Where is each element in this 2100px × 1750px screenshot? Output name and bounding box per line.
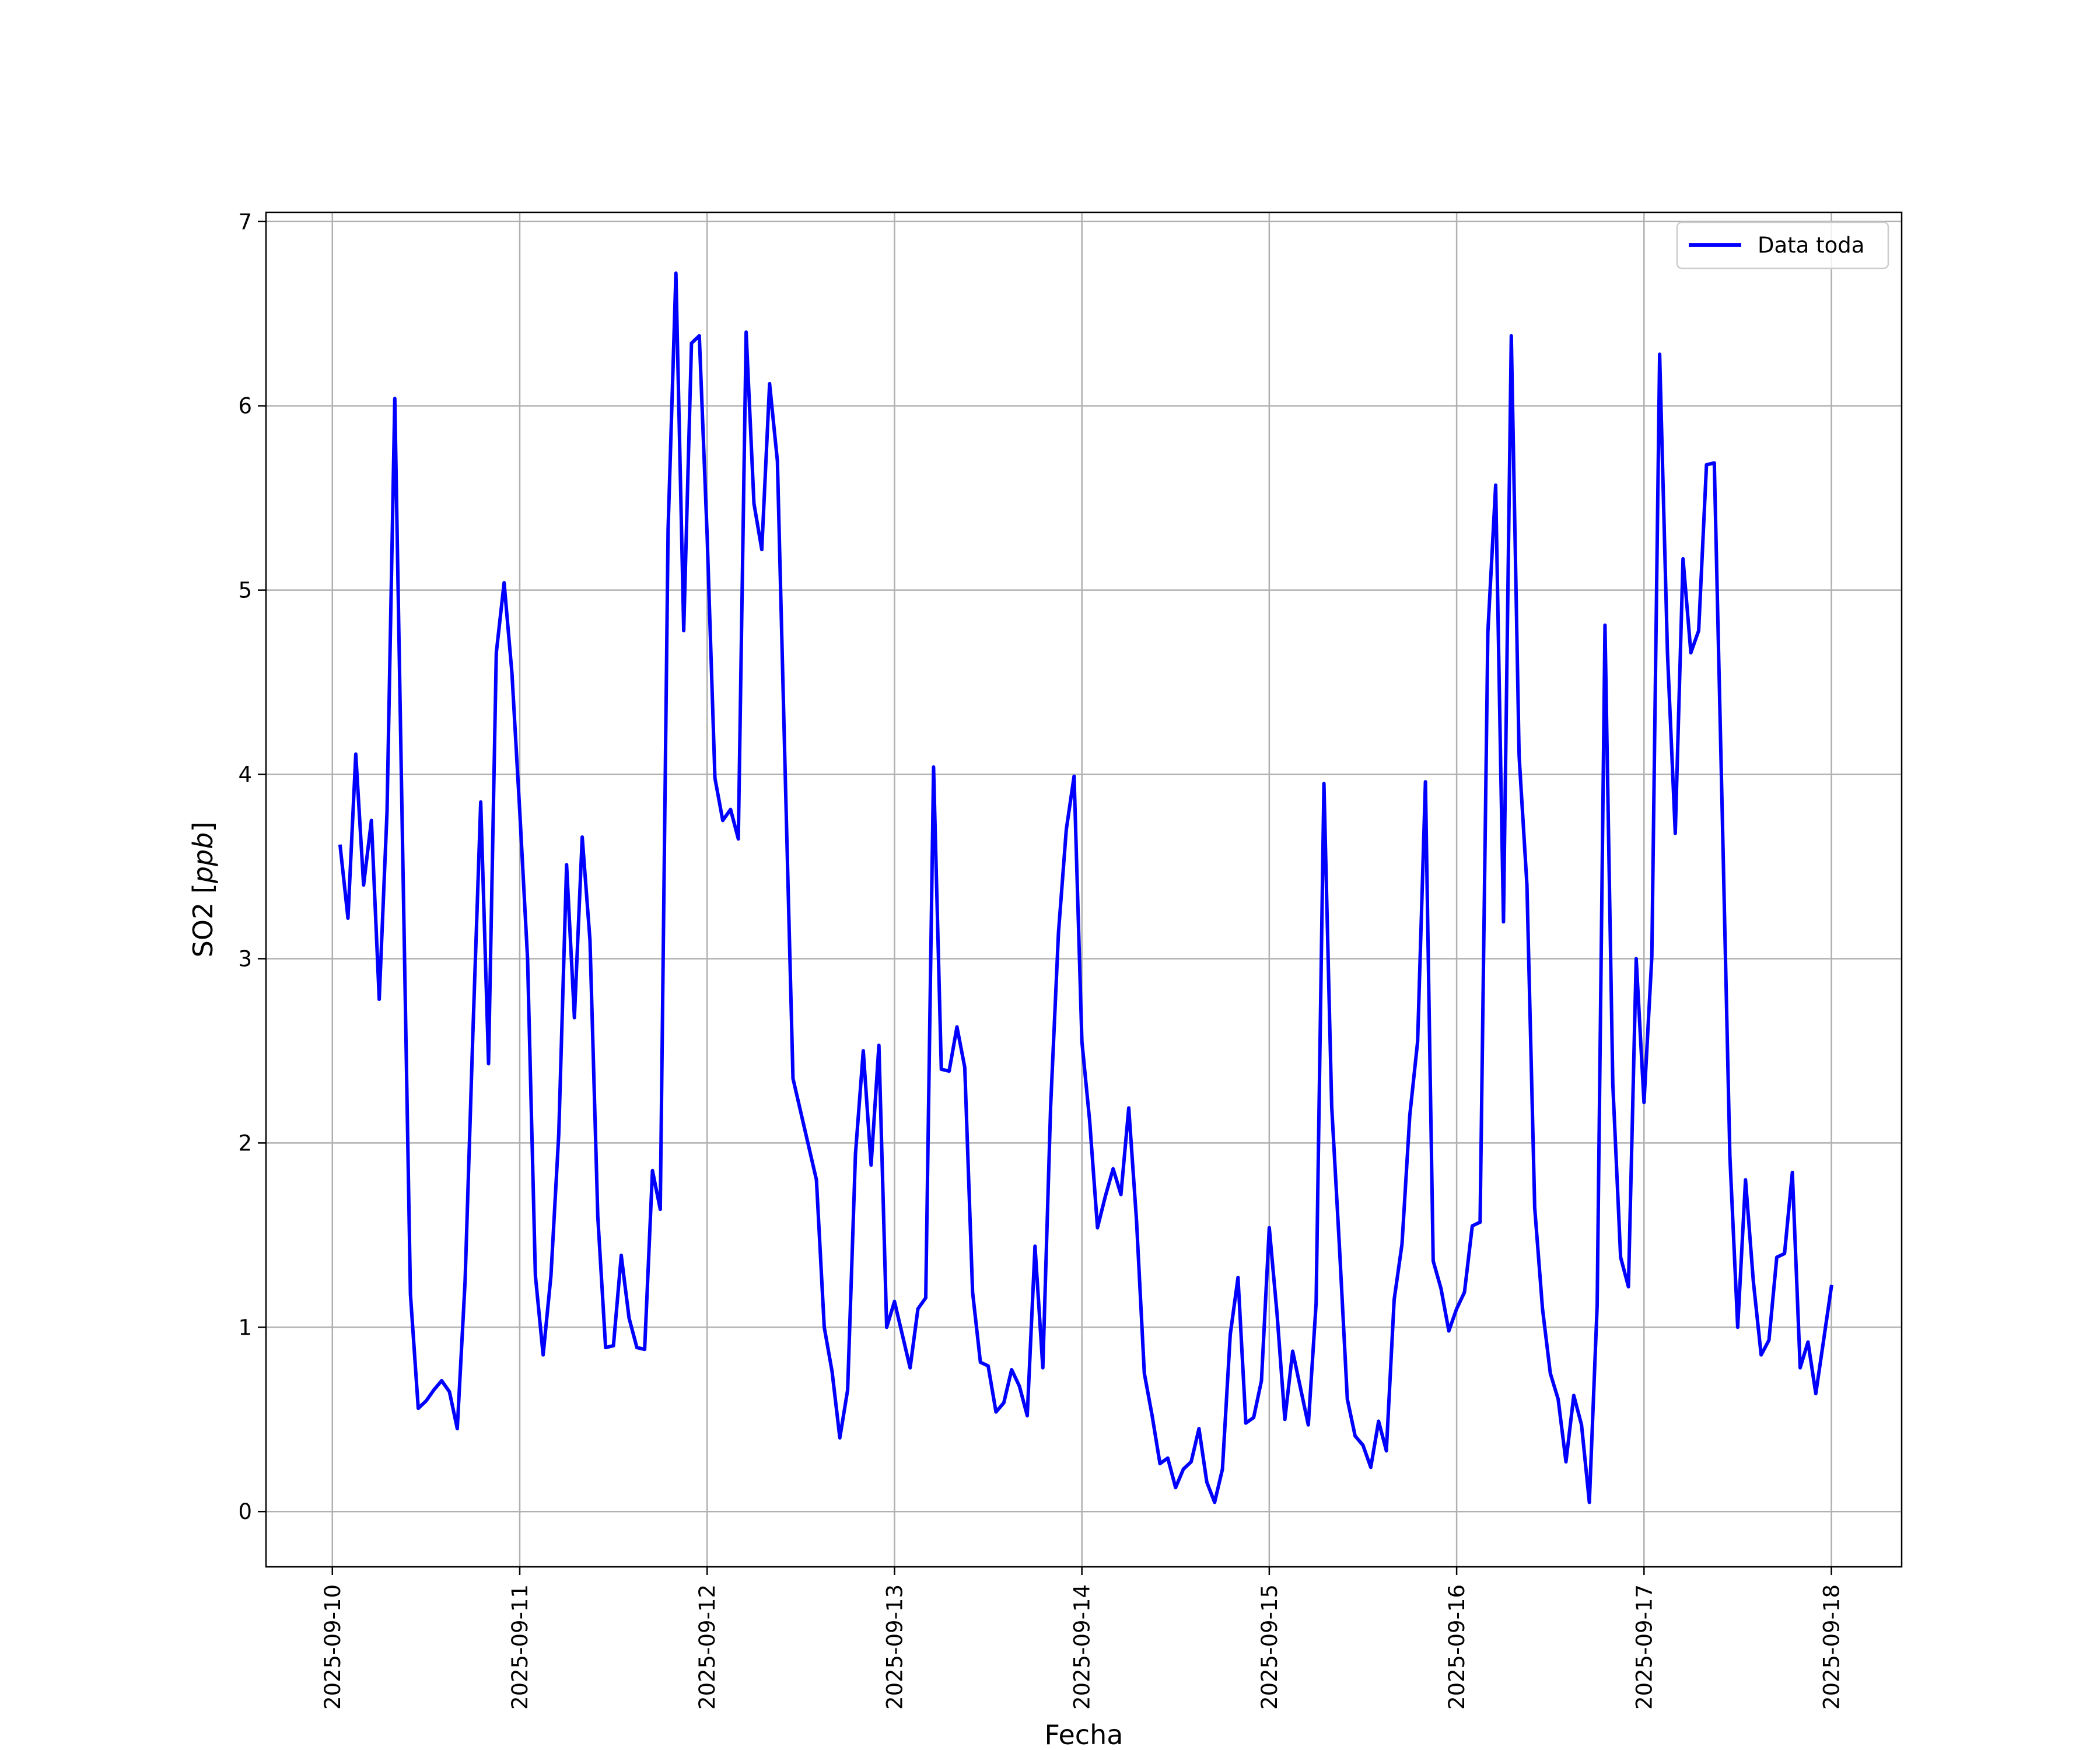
x-tick-label: 2025-09-16 bbox=[1444, 1584, 1469, 1710]
plot-frame bbox=[265, 211, 1903, 1568]
y-axis-label: SO2 [ppb] bbox=[187, 822, 219, 958]
x-tick-label: 2025-09-17 bbox=[1632, 1584, 1657, 1710]
data-points bbox=[340, 273, 1832, 1503]
y-axis-label-suffix: ] bbox=[187, 822, 219, 832]
x-tick-label: 2025-09-12 bbox=[695, 1584, 720, 1710]
x-tick-label: 2025-09-14 bbox=[1070, 1584, 1095, 1710]
y-axis-label-prefix: SO2 [ bbox=[187, 883, 219, 957]
y-tick-label: 4 bbox=[238, 762, 252, 788]
x-tick-label: 2025-09-15 bbox=[1257, 1584, 1282, 1710]
y-tick-label: 7 bbox=[238, 209, 252, 235]
y-axis-label-unit: ppb bbox=[187, 832, 219, 884]
legend-box bbox=[1676, 221, 1889, 270]
y-tick-label: 3 bbox=[238, 946, 252, 971]
y-tick-label: 5 bbox=[238, 578, 252, 603]
grid-lines bbox=[266, 212, 1902, 1567]
x-tick-label: 2025-09-18 bbox=[1819, 1584, 1845, 1710]
series-line bbox=[338, 271, 1833, 1504]
x-axis-label: Fecha bbox=[1045, 1719, 1124, 1750]
series-layer bbox=[338, 271, 1833, 1504]
y-tick-label: 0 bbox=[238, 1499, 252, 1524]
x-tick-label: 2025-09-13 bbox=[882, 1584, 907, 1710]
legend-label: Data toda bbox=[1758, 233, 1864, 258]
x-tick-label: 2025-09-11 bbox=[508, 1584, 533, 1710]
x-tick-label: 2025-09-10 bbox=[320, 1584, 345, 1710]
y-tick-label: 1 bbox=[238, 1315, 252, 1340]
y-tick-label: 2 bbox=[238, 1130, 252, 1156]
x-axis: 2025-09-10 2025-09-11 2025-09-12 2025-09-13… bbox=[320, 1567, 1845, 1710]
legend: Data toda bbox=[1676, 221, 1889, 270]
y-tick-label: 6 bbox=[238, 394, 252, 419]
y-axis: 0 1 2 3 4 5 6 7 bbox=[238, 209, 266, 1524]
